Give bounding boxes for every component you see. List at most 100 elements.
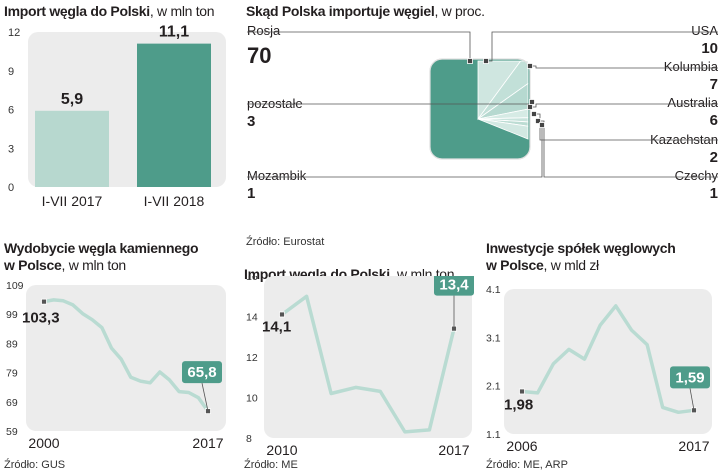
pie-anchor-australia — [527, 104, 533, 110]
line-chart-import: 8 10 12 14 16 2010 2017 14,1 13,4 — [246, 276, 474, 458]
ytick-2.1: 2.1 — [486, 381, 501, 393]
xtick-start: 2010 — [266, 442, 297, 458]
end-value-box — [182, 361, 222, 384]
line3-source: Źródło: ME, ARP — [486, 459, 568, 471]
series-line — [520, 304, 696, 415]
line1-title-line2: w Polsce — [4, 257, 62, 273]
line3-title-line1: Inwestycje spółek węglowych — [486, 240, 676, 256]
bar-ytick-0: 0 — [8, 182, 14, 194]
pie-label-name-pozostałe: pozostałe — [247, 96, 303, 111]
pie-leader-usa — [486, 31, 718, 62]
bar-value-label-2: 11,1 — [159, 24, 189, 41]
end-value-box — [434, 276, 474, 296]
bar-value-label-1: 5,9 — [61, 91, 83, 108]
pie-label-value-czechy: 1 — [710, 185, 718, 202]
ytick-1.1: 1.1 — [486, 429, 501, 441]
pie-chart: Rosja 70 USA 10 Kolumbia 7 Australia 6 Kazachsta… — [247, 23, 719, 202]
pie-anchor-kolumbia — [527, 63, 533, 69]
line3-title: Inwestycje spółek węglowych w Polsce, w m… — [486, 240, 676, 274]
pie-label-value-usa: 10 — [701, 40, 718, 57]
pie-label-value-pozostałe: 3 — [247, 113, 255, 130]
pie-label-name-usa: USA — [691, 23, 718, 38]
bar-chart-title-text: Import węgla do Polski — [4, 3, 150, 19]
bar-category-1: I-VII 2017 — [42, 193, 103, 209]
pie-label-name-mozambik: Mozambik — [247, 168, 307, 183]
pie-label-name-rosja: Rosja — [247, 23, 281, 38]
pie-chart-title: Skąd Polska importuje węgiel, w proc. — [246, 3, 485, 20]
bar-chart-title: Import węgla do Polski, w mln ton — [4, 3, 215, 20]
pie-anchor-rosja — [467, 58, 473, 64]
bar-chart: 0 3 6 9 12 5,9 I-VII 2017 11,1 I-VII 2018 — [8, 24, 226, 209]
line-plot-area — [264, 276, 472, 438]
line-chart-production: 59 69 79 89 99 109 2000 2017 103,3 65,8 — [6, 280, 226, 451]
pie-label-value-kolumbia: 7 — [710, 76, 718, 93]
line3-title-line2: w Polsce — [486, 257, 544, 273]
pie-slice-pozostałe — [477, 118, 529, 140]
series-line — [280, 294, 456, 434]
end-value-box — [670, 366, 710, 389]
ytick-12: 12 — [246, 352, 258, 364]
start-value-label: 103,3 — [22, 310, 60, 327]
ytick-69: 69 — [6, 397, 18, 409]
pie-anchor-kazachstan — [531, 111, 537, 117]
line1-source: Źródło: GUS — [4, 459, 66, 471]
pie-leader-czechy — [538, 120, 718, 178]
ytick-79: 79 — [6, 368, 18, 380]
start-value-label: 14,1 — [262, 318, 291, 335]
xtick-end: 2017 — [192, 435, 223, 451]
pie-leader-mozambik — [247, 125, 543, 178]
ytick-8: 8 — [246, 433, 252, 445]
bar-2 — [137, 43, 211, 187]
xtick-end: 2017 — [678, 438, 709, 454]
pie-anchor-usa — [483, 58, 489, 64]
bar-ytick-6: 6 — [8, 105, 14, 117]
end-leader — [201, 383, 209, 412]
ytick-4.1: 4.1 — [486, 284, 501, 296]
pie-label-value-australia: 6 — [710, 112, 718, 129]
bar-1 — [35, 110, 109, 187]
xtick-end: 2017 — [438, 442, 469, 458]
point-start — [279, 311, 285, 318]
ytick-14: 14 — [246, 312, 258, 324]
bar-chart-unit: , w mln ton — [149, 3, 215, 19]
bar-ytick-3: 3 — [8, 143, 14, 155]
pie-leader-rosja — [247, 31, 471, 61]
point-start — [41, 298, 47, 305]
pie-label-name-australia: Australia — [667, 95, 718, 110]
point-start — [519, 388, 525, 395]
bar-category-2: I-VII 2018 — [144, 193, 205, 209]
end-value-label: 65,8 — [187, 364, 216, 381]
pie-source: Źródło: Eurostat — [246, 236, 325, 248]
line1-title-line1: Wydobycie węgla kamiennego — [4, 240, 199, 256]
pie-chart-title-text: Skąd Polska importuje węgiel — [246, 3, 435, 19]
pie-anchor-czechy — [535, 118, 541, 124]
pie-label-value-kazachstan: 2 — [710, 149, 718, 166]
line1-unit: , w mln ton — [61, 257, 127, 273]
bar-ytick-9: 9 — [8, 66, 14, 78]
end-leader — [689, 388, 695, 411]
line-plot-area — [26, 285, 226, 431]
pie-label-name-kolumbia: Kolumbia — [664, 59, 719, 74]
pie-leader-kolumbia — [530, 65, 718, 69]
line2-source: Źródło: ME — [244, 459, 298, 471]
pie-label-value-mozambik: 1 — [247, 185, 255, 202]
start-value-label: 1,98 — [504, 396, 533, 413]
ytick-99: 99 — [6, 309, 18, 321]
ytick-59: 59 — [6, 426, 18, 438]
end-value-label: 13,4 — [439, 277, 469, 294]
end-value-label: 1,59 — [675, 369, 704, 386]
xtick-start: 2000 — [28, 435, 59, 451]
pie-label-name-czechy: Czechy — [675, 168, 719, 183]
bar-ytick-12: 12 — [8, 27, 20, 39]
ytick-89: 89 — [6, 338, 18, 350]
line-chart-investment: 1.1 2.1 3.1 4.1 2006 2017 1,98 1,59 — [486, 284, 712, 454]
pie-label-name-kazachstan: Kazachstan — [650, 132, 718, 147]
series-line — [42, 298, 210, 413]
ytick-16: 16 — [246, 276, 258, 283]
line1-title: Wydobycie węgla kamiennego w Polsce, w ml… — [4, 240, 199, 274]
pie-leader-australia — [530, 103, 718, 108]
xtick-start: 2006 — [506, 438, 537, 454]
pie-anchor-mozambik — [539, 122, 545, 128]
pie-chart-unit: , w proc. — [434, 3, 485, 19]
ytick-10: 10 — [246, 393, 258, 405]
